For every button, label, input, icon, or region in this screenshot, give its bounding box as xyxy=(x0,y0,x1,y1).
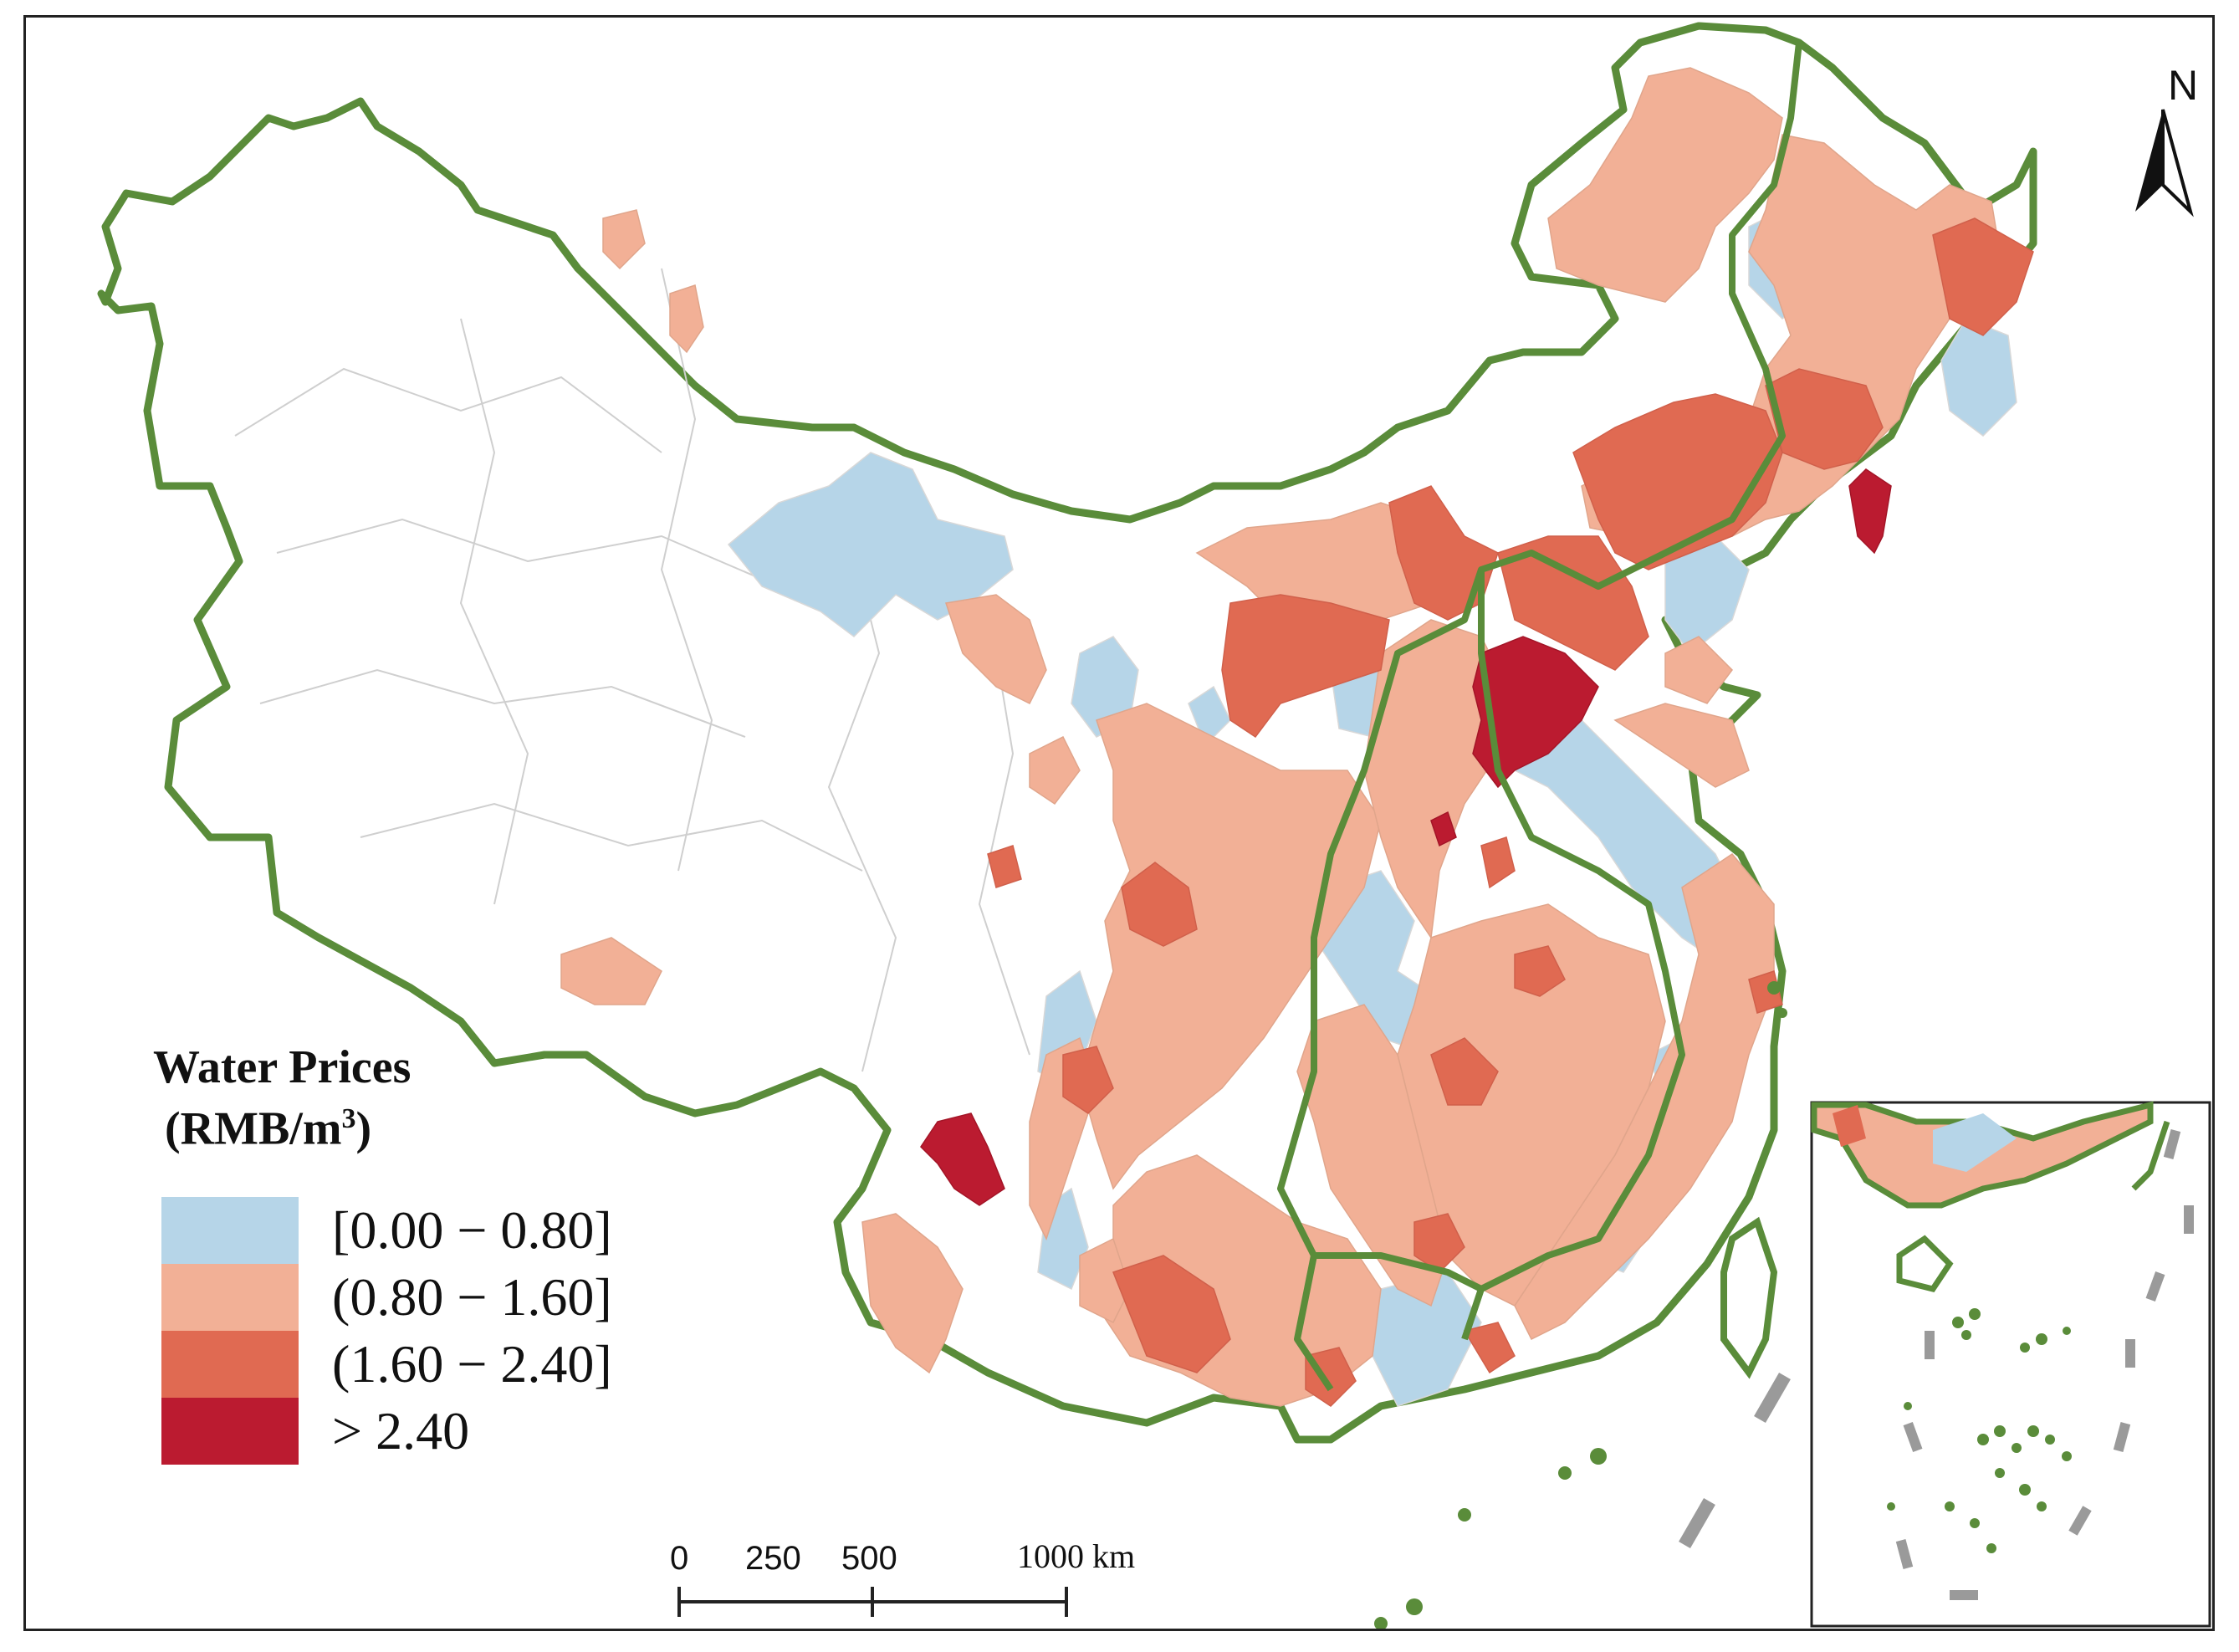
scale-bar xyxy=(677,1587,1068,1617)
legend-swatch-top xyxy=(161,1398,299,1465)
coastal-islands xyxy=(1374,981,1787,1629)
legend-label-mid: (0.80 − 1.60] xyxy=(332,1267,612,1327)
north-letter: N xyxy=(2168,62,2199,109)
scale-tick-250: 250 xyxy=(745,1540,801,1577)
map-frame: Water Prices (RMB/m3) [0.00 − 0.80] (0.8… xyxy=(23,15,2215,1631)
north-arrow-icon xyxy=(2135,109,2194,217)
legend-label-high: (1.60 − 2.40] xyxy=(332,1334,612,1394)
zone-boundaries xyxy=(1277,42,1802,1392)
scale-end-label: 1000 km xyxy=(1017,1537,1136,1575)
legend-swatch-mid xyxy=(161,1264,299,1331)
scale-tick-0: 0 xyxy=(670,1540,689,1577)
region-class-high xyxy=(987,217,2034,1407)
legend-unit: (RMB/m3) xyxy=(165,1102,372,1155)
scale-tick-500: 500 xyxy=(841,1540,897,1577)
legend-title: Water Prices (RMB/m3) xyxy=(153,1041,412,1155)
legend-swatch-high xyxy=(161,1331,299,1398)
region-class-mid xyxy=(560,67,2001,1407)
inset-map xyxy=(1810,1101,2211,1628)
maritime-dashes xyxy=(1679,1255,1834,1548)
region-class-top xyxy=(920,468,1892,1206)
legend-label-top: > 2.40 xyxy=(332,1401,470,1460)
legend-label-low: [0.00 − 0.80] xyxy=(332,1200,612,1260)
legend-swatch-low xyxy=(161,1197,299,1264)
map-canvas xyxy=(97,22,2211,1629)
